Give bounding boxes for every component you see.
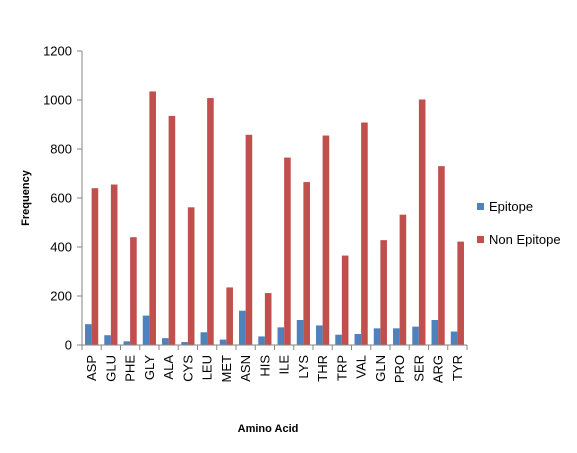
y-tick-label: 200 (50, 289, 72, 304)
bar-epitope-ile (277, 327, 285, 345)
x-tick-label: PRO (392, 355, 407, 383)
bar-epitope-arg (431, 320, 439, 345)
y-tick-label: 1200 (43, 44, 72, 59)
x-axis-title: Amino Acid (238, 423, 299, 435)
bar-non-epitope-his (264, 293, 272, 345)
bar-epitope-met (219, 339, 227, 345)
x-tick-label: LYS (296, 355, 311, 379)
bar-epitope-trp (335, 334, 342, 345)
legend: Epitope Non Epitope (477, 199, 561, 247)
bar-epitope-thr (316, 325, 323, 345)
y-tick-label: 1000 (43, 93, 72, 108)
x-tick-label: SER (411, 355, 426, 382)
bar-non-epitope-glu (110, 184, 118, 345)
x-tick-label: ASN (238, 355, 253, 382)
bar-non-epitope-met (226, 287, 233, 345)
x-tick-label: CYS (180, 355, 195, 382)
y-axis-title: Frequency (20, 169, 32, 226)
x-tick-label: MET (219, 355, 234, 383)
bar-epitope-asn (239, 310, 246, 345)
y-tick-label: 0 (65, 338, 72, 353)
bar-epitope-asp (85, 324, 92, 345)
legend-swatch-epitope (477, 203, 484, 210)
bar-epitope-cys (181, 342, 188, 345)
bar-epitope-gly (142, 315, 150, 345)
x-tick-label: ILE (277, 355, 292, 375)
bar-non-epitope-gly (149, 91, 156, 345)
bar-non-epitope-lys (303, 182, 310, 345)
y-tick-label: 400 (50, 240, 72, 255)
bar-epitope-glu (104, 335, 111, 345)
x-tick-label: PHE (123, 355, 138, 382)
x-tick-label: GLY (142, 355, 157, 380)
x-tick-label: LEU (200, 355, 215, 380)
legend-label-non-epitope: Non Epitope (489, 232, 561, 247)
bar-non-epitope-pro (399, 214, 407, 345)
bar-epitope-gln (373, 328, 381, 345)
x-tick-label: GLU (103, 355, 118, 382)
x-tick-label: ALA (161, 355, 176, 380)
bar-epitope-leu (200, 332, 208, 345)
legend-swatch-non-epitope (477, 236, 484, 243)
bar-non-epitope-phe (130, 237, 137, 345)
bar-non-epitope-tyr (457, 241, 464, 345)
x-tick-label: HIS (257, 355, 272, 377)
bar-non-epitope-thr (322, 135, 330, 345)
y-tick-label: 600 (50, 191, 72, 206)
x-tick-label: GLN (373, 355, 388, 382)
x-tick-label: TYR (450, 355, 465, 381)
legend-label-epitope: Epitope (489, 199, 533, 214)
x-tick-label: ARG (431, 355, 446, 383)
x-axis-ticks: ASP GLU PHE GLY ALA CYS LEU MET ASN HIS ILE LYS THR T… (81, 345, 468, 383)
bar-non-epitope-asp (91, 188, 99, 345)
bar-non-epitope-val (361, 122, 368, 345)
bar-non-epitope-cys (187, 207, 195, 345)
bar-non-epitope-leu (207, 98, 214, 345)
y-tick-label: 800 (50, 142, 72, 157)
bar-epitope-pro (393, 328, 400, 345)
bar-non-epitope-ile (284, 157, 291, 345)
x-tick-label: TRP (334, 355, 349, 381)
bar-series (85, 91, 464, 345)
bar-non-epitope-gln (380, 240, 387, 345)
x-tick-label: VAL (354, 355, 369, 379)
bar-non-epitope-arg (438, 166, 445, 345)
bar-non-epitope-asn (245, 134, 253, 345)
x-tick-label: THR (315, 355, 330, 382)
y-axis-ticks: 0 200 400 600 800 1000 1200 (43, 44, 82, 353)
bar-epitope-ser (412, 326, 419, 345)
bar-epitope-his (258, 336, 265, 345)
bar-epitope-ala (162, 338, 169, 345)
bar-non-epitope-ser (418, 99, 426, 345)
x-tick-label: ASP (84, 355, 99, 381)
bar-epitope-val (354, 333, 362, 345)
bar-non-epitope-ala (168, 115, 176, 345)
bar-epitope-lys (296, 320, 304, 345)
bar-epitope-phe (123, 341, 131, 345)
bar-epitope-tyr (450, 331, 458, 345)
bar-non-epitope-trp (341, 255, 349, 345)
